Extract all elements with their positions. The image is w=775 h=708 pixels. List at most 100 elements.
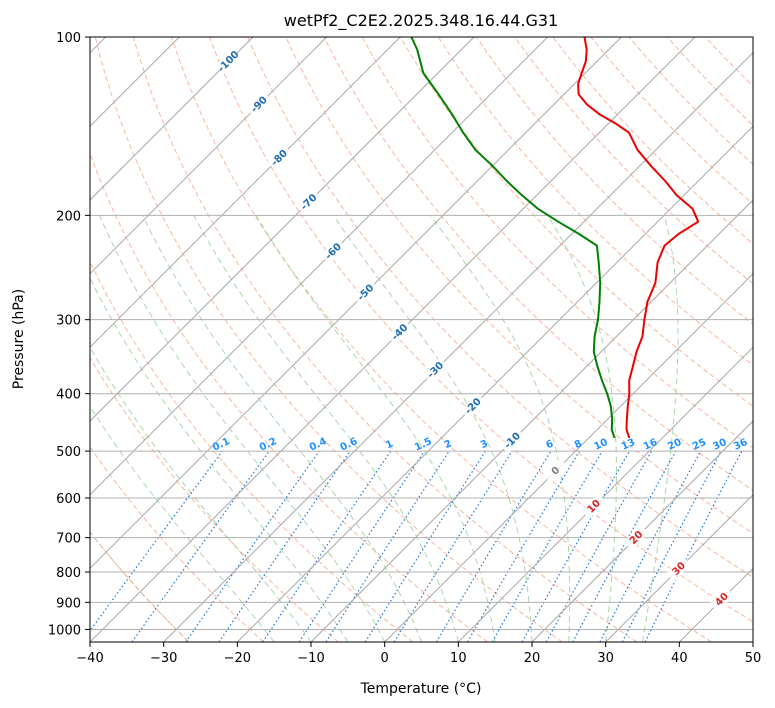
isotherm	[310, 199, 753, 642]
moist-adiabat	[332, 215, 533, 642]
mixing-ratio-line	[435, 450, 552, 642]
isotherm-label-bg	[215, 48, 242, 75]
isotherm-label-bg	[353, 279, 379, 306]
isotherm-label-bg	[246, 91, 272, 118]
plot-area: 0.10.20.40.611.52346810131620253036-100-…	[90, 37, 753, 642]
mixing-ratio-label: 8	[573, 438, 584, 451]
dry-adiabat	[285, 37, 753, 535]
x-tick-label: −10	[297, 651, 324, 666]
frame-curves	[90, 531, 190, 642]
dry-adiabat	[399, 37, 753, 407]
y-tick-label: 900	[56, 596, 81, 611]
isotherm-label-bg	[709, 586, 735, 613]
isotherm	[457, 346, 753, 642]
y-tick-label: 1000	[48, 623, 81, 638]
x-tick-label: −40	[76, 651, 103, 666]
isotherm-label-bg	[387, 319, 413, 345]
mixing-ratio-line	[325, 450, 450, 642]
mixing-ratio-label: 20	[666, 437, 683, 453]
mixing-ratio-line	[521, 450, 631, 642]
sounding-series	[410, 37, 700, 439]
y-tick-label: 600	[56, 492, 81, 507]
mixing-ratio-label: 25	[691, 437, 708, 453]
x-tick-label: 30	[597, 651, 614, 666]
isotherm	[236, 125, 753, 642]
mixing-ratio-line	[90, 450, 223, 632]
mixing-ratio-line	[572, 450, 677, 642]
dry-adiabat	[132, 37, 638, 642]
isobar-gridlines	[90, 37, 753, 630]
mixing-ratio-line	[131, 450, 270, 642]
dry-adiabat	[552, 37, 753, 245]
moist-adiabat	[90, 405, 275, 642]
y-tick-label: 100	[56, 31, 81, 46]
isotherm-lines	[90, 37, 753, 642]
isotherm-label-bg	[320, 238, 347, 265]
isotherm-label-bg	[296, 189, 322, 215]
isotherm	[90, 37, 254, 201]
moist-adiabat	[90, 346, 312, 642]
mixing-ratio-line	[364, 450, 486, 642]
x-axis: −40 −30 −20 −10 0 10 20 30 40 50	[76, 642, 761, 666]
x-tick-label: −30	[150, 651, 177, 666]
isotherm	[90, 37, 622, 570]
dry-adiabat	[90, 260, 414, 642]
x-tick-label: 50	[745, 651, 762, 666]
mixing-ratio-line	[185, 450, 320, 642]
mixing-ratio-line	[466, 450, 580, 642]
dry-adiabat	[590, 37, 753, 205]
isotherm-label-bg	[499, 427, 526, 454]
moist-adiabat	[99, 215, 386, 642]
y-axis-title: Pressure (hPa)	[11, 289, 27, 389]
x-tick-label: 0	[381, 651, 389, 666]
chart-title: wetPf2_C2E2.2025.348.16.44.G31	[284, 11, 558, 31]
y-tick-label: 400	[56, 388, 81, 403]
dry-adiabat	[323, 37, 753, 491]
x-tick-label: −20	[224, 651, 251, 666]
isotherm-label-bg	[422, 357, 449, 383]
mixing-ratio-label: 16	[642, 437, 659, 453]
mixing-ratio-label: 13	[620, 437, 637, 453]
dewpoint-line	[410, 37, 616, 439]
dry-adiabat	[171, 37, 712, 642]
x-tick-label: 10	[450, 651, 467, 666]
dry-adiabats	[90, 37, 753, 642]
isotherm	[90, 37, 549, 496]
isotherm	[163, 51, 753, 642]
mixing-ratio-label: 6	[544, 438, 555, 451]
isotherm	[90, 37, 475, 422]
temperature-line	[577, 37, 700, 439]
mixing-ratio-line	[393, 450, 513, 642]
x-axis-title: Temperature (°C)	[360, 681, 482, 697]
dry-adiabat	[90, 356, 339, 642]
y-axis: 100 200 300 400 500 600 700 800 900 1000	[48, 31, 90, 638]
dry-adiabat	[94, 37, 563, 642]
isotherm-label-bg	[623, 524, 650, 551]
mixing-ratio-label: 3	[479, 438, 490, 451]
mixing-ratio-label: 10	[592, 437, 609, 453]
frame-curve	[90, 531, 190, 642]
mixing-ratio-label: 1	[384, 438, 395, 451]
isotherm-label-bg	[543, 458, 569, 484]
isotherm	[384, 272, 753, 642]
moist-adiabat	[547, 215, 617, 642]
moist-adiabat	[193, 215, 459, 642]
dry-adiabat	[476, 37, 753, 325]
x-tick-label: 20	[524, 651, 541, 666]
isotherm	[90, 37, 401, 349]
isotherm	[605, 493, 753, 642]
mixing-ratio-label: 30	[711, 437, 728, 453]
isotherm-label-bg	[581, 493, 607, 520]
moist-adiabat	[642, 215, 679, 642]
moist-adiabat	[430, 215, 571, 642]
moist-adiabat	[142, 215, 422, 642]
y-tick-label: 200	[56, 209, 81, 224]
y-tick-label: 300	[56, 314, 81, 329]
isotherm	[90, 37, 328, 275]
mixing-ratio-line	[218, 450, 351, 642]
isotherm-label-bg	[460, 393, 486, 419]
mixing-ratio-label: 36	[732, 437, 749, 453]
x-tick-label: 40	[671, 651, 688, 666]
